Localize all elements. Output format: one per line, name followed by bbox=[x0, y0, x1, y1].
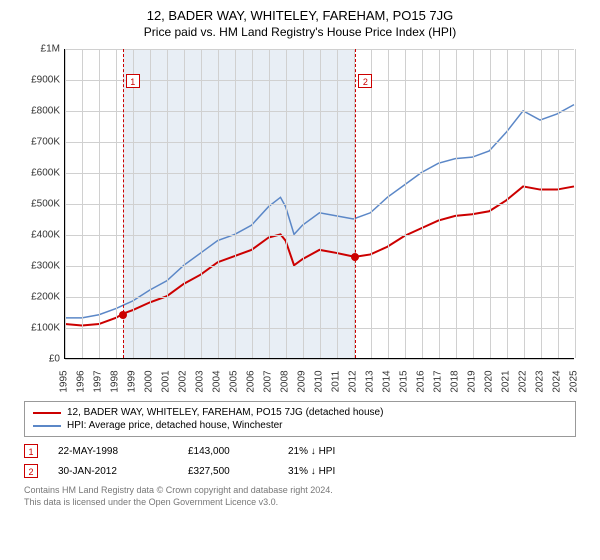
y-tick-label: £500K bbox=[20, 199, 60, 210]
gridline-horizontal bbox=[65, 49, 574, 50]
transaction-price: £327,500 bbox=[188, 466, 288, 477]
x-tick-label: 2009 bbox=[297, 370, 308, 392]
x-tick-label: 2014 bbox=[382, 370, 393, 392]
marker-dot bbox=[119, 311, 127, 319]
x-tick-label: 2021 bbox=[501, 370, 512, 392]
chart-container: 12, BADER WAY, WHITELEY, FAREHAM, PO15 7… bbox=[0, 0, 600, 520]
x-tick-label: 2003 bbox=[195, 370, 206, 392]
x-tick-label: 2011 bbox=[331, 371, 342, 393]
y-tick-label: £100K bbox=[20, 323, 60, 334]
transaction-marker-id: 2 bbox=[24, 464, 38, 478]
transaction-delta: 21% ↓ HPI bbox=[288, 446, 408, 457]
x-tick-label: 2004 bbox=[212, 370, 223, 392]
marker-dot bbox=[351, 253, 359, 261]
footer-line-1: Contains HM Land Registry data © Crown c… bbox=[24, 485, 576, 497]
x-tick-label: 1999 bbox=[127, 370, 138, 392]
x-tick-label: 2020 bbox=[484, 370, 495, 392]
gridline-horizontal bbox=[65, 80, 574, 81]
legend-swatch bbox=[33, 425, 61, 427]
gridline-horizontal bbox=[65, 111, 574, 112]
footer-line-2: This data is licensed under the Open Gov… bbox=[24, 497, 576, 509]
y-tick-label: £200K bbox=[20, 292, 60, 303]
x-tick-label: 2010 bbox=[314, 370, 325, 392]
y-tick-label: £300K bbox=[20, 261, 60, 272]
chart-subtitle: Price paid vs. HM Land Registry's House … bbox=[12, 25, 588, 39]
x-tick-label: 2023 bbox=[535, 370, 546, 392]
legend-box: 12, BADER WAY, WHITELEY, FAREHAM, PO15 7… bbox=[24, 401, 576, 437]
legend-label: 12, BADER WAY, WHITELEY, FAREHAM, PO15 7… bbox=[67, 407, 383, 418]
x-tick-label: 2017 bbox=[433, 370, 444, 392]
y-tick-label: £900K bbox=[20, 75, 60, 86]
x-tick-label: 2022 bbox=[518, 370, 529, 392]
x-tick-label: 2000 bbox=[144, 370, 155, 392]
transaction-table: 1 22-MAY-1998£143,00021% ↓ HPI 2 30-JAN-201… bbox=[24, 441, 576, 481]
plot-region: 12 bbox=[64, 49, 574, 359]
gridline-horizontal bbox=[65, 142, 574, 143]
marker-label: 1 bbox=[126, 74, 140, 88]
x-tick-label: 1995 bbox=[59, 370, 70, 392]
gridline-horizontal bbox=[65, 297, 574, 298]
chart-area: 12 1995199619971998199920002001200220032… bbox=[20, 45, 580, 395]
y-tick-label: £1M bbox=[20, 44, 60, 55]
x-tick-label: 1998 bbox=[110, 370, 121, 392]
transaction-marker-id: 1 bbox=[24, 444, 38, 458]
transaction-row: 1 22-MAY-1998£143,00021% ↓ HPI bbox=[24, 441, 576, 461]
transaction-price: £143,000 bbox=[188, 446, 288, 457]
x-tick-label: 2013 bbox=[365, 370, 376, 392]
gridline-vertical bbox=[575, 49, 576, 358]
y-tick-label: £0 bbox=[20, 354, 60, 365]
gridline-horizontal bbox=[65, 204, 574, 205]
gridline-horizontal bbox=[65, 328, 574, 329]
y-tick-label: £700K bbox=[20, 137, 60, 148]
x-tick-label: 2024 bbox=[552, 370, 563, 392]
gridline-horizontal bbox=[65, 359, 574, 360]
gridline-horizontal bbox=[65, 235, 574, 236]
marker-line bbox=[355, 49, 356, 358]
transaction-date: 22-MAY-1998 bbox=[58, 446, 188, 457]
legend-label: HPI: Average price, detached house, Winc… bbox=[67, 420, 283, 431]
transaction-date: 30-JAN-2012 bbox=[58, 466, 188, 477]
gridline-horizontal bbox=[65, 173, 574, 174]
y-tick-label: £400K bbox=[20, 230, 60, 241]
x-tick-label: 1996 bbox=[76, 370, 87, 392]
y-tick-label: £600K bbox=[20, 168, 60, 179]
x-tick-label: 2007 bbox=[263, 370, 274, 392]
marker-label: 2 bbox=[358, 74, 372, 88]
legend-swatch bbox=[33, 412, 61, 414]
x-tick-label: 2002 bbox=[178, 370, 189, 392]
legend-item: 12, BADER WAY, WHITELEY, FAREHAM, PO15 7… bbox=[33, 406, 567, 419]
x-tick-label: 2005 bbox=[229, 370, 240, 392]
legend-item: HPI: Average price, detached house, Winc… bbox=[33, 419, 567, 432]
transaction-delta: 31% ↓ HPI bbox=[288, 466, 408, 477]
x-tick-label: 2008 bbox=[280, 370, 291, 392]
chart-title: 12, BADER WAY, WHITELEY, FAREHAM, PO15 7… bbox=[12, 8, 588, 23]
gridline-horizontal bbox=[65, 266, 574, 267]
x-tick-label: 1997 bbox=[93, 370, 104, 392]
x-tick-label: 2006 bbox=[246, 370, 257, 392]
transaction-row: 2 30-JAN-2012£327,50031% ↓ HPI bbox=[24, 461, 576, 481]
x-tick-label: 2015 bbox=[399, 370, 410, 392]
footer-attribution: Contains HM Land Registry data © Crown c… bbox=[24, 485, 576, 508]
x-tick-label: 2012 bbox=[348, 370, 359, 392]
y-tick-label: £800K bbox=[20, 106, 60, 117]
x-tick-label: 2019 bbox=[467, 370, 478, 392]
x-tick-label: 2001 bbox=[161, 370, 172, 392]
x-tick-label: 2025 bbox=[569, 370, 580, 392]
x-tick-label: 2018 bbox=[450, 370, 461, 392]
x-tick-label: 2016 bbox=[416, 370, 427, 392]
